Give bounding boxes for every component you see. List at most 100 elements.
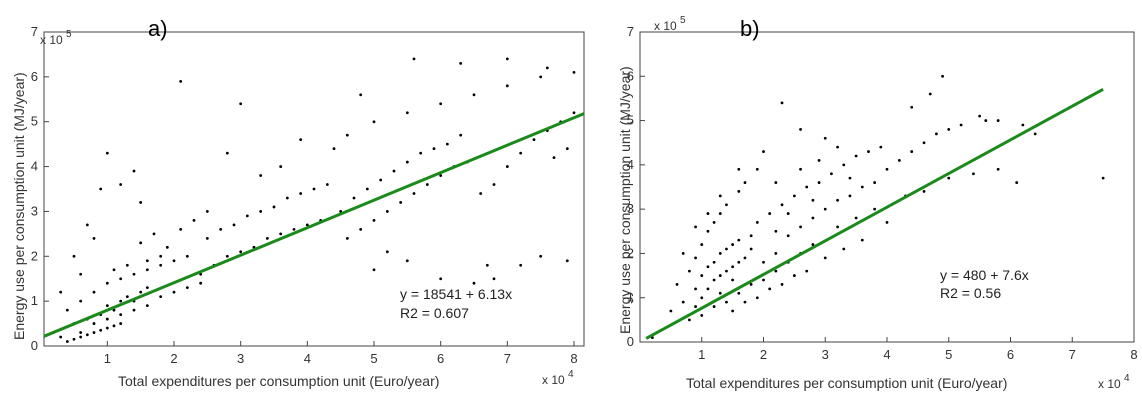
panel-b-data-point bbox=[681, 300, 685, 304]
panel-b-data-point bbox=[1021, 123, 1025, 127]
panel-b-x-tick-label: 3 bbox=[822, 347, 829, 362]
panel-a-data-point bbox=[105, 304, 109, 308]
panel-b-x-tick-label: 1 bbox=[698, 347, 705, 362]
panel-b-y-tick-label: 7 bbox=[627, 24, 634, 39]
panel-b-data-point bbox=[792, 274, 796, 277]
panel-a-data-point bbox=[159, 263, 163, 267]
panel-a-ylabel: Energy use per consumption unit (MJ/year… bbox=[11, 72, 27, 340]
panel-a-data-point bbox=[372, 219, 376, 222]
panel-a-data-point bbox=[345, 133, 349, 137]
panel-b-data-point bbox=[873, 207, 877, 211]
panel-b-data-point bbox=[996, 167, 1000, 171]
panel-a-data-point bbox=[145, 286, 149, 290]
panel-b-data-point bbox=[805, 185, 809, 189]
panel-a-data-point bbox=[185, 254, 189, 258]
panel-a-x-tick-label: 4 bbox=[304, 351, 311, 366]
panel-b-data-point bbox=[823, 136, 827, 140]
panel-a-data-point bbox=[92, 322, 96, 325]
panel-b-ylabel: Energy use per consumption unit (MJ/year… bbox=[617, 66, 633, 334]
panel-b-data-point bbox=[731, 309, 735, 313]
panel-a-y-tick-label: 1 bbox=[31, 293, 38, 308]
panel-a-data-point bbox=[119, 313, 123, 316]
panel-b-data-point bbox=[774, 252, 778, 255]
panel-b-data-point bbox=[842, 247, 846, 251]
panel-a-data-point bbox=[65, 340, 69, 343]
panel-a-data-point bbox=[85, 333, 89, 337]
panel-a-data-point bbox=[72, 254, 76, 258]
panel-a-data-point bbox=[199, 281, 203, 285]
panel-a-data-point bbox=[132, 308, 136, 312]
panel-b-y-multiplier: x 10 5 bbox=[654, 15, 686, 33]
panel-a-data-point bbox=[232, 223, 236, 227]
panel-b-data-point bbox=[811, 198, 815, 202]
panel-a-fit-line bbox=[43, 112, 585, 338]
panel-b-data-point bbox=[681, 252, 685, 255]
panel-a-data-point bbox=[359, 93, 363, 97]
panel-a-data-point bbox=[72, 337, 76, 341]
panel-b-data-point bbox=[762, 150, 765, 153]
panel-b-y-tick-label: 3 bbox=[627, 201, 634, 216]
panel-a-data-point bbox=[105, 151, 109, 155]
panel-a-data-point bbox=[279, 165, 283, 168]
panel-b-data-point bbox=[854, 216, 858, 220]
panel-a-data-point bbox=[519, 263, 523, 267]
panel-b-data-point bbox=[731, 243, 735, 246]
panel-b-data-point bbox=[694, 256, 697, 260]
panel-a-x-multiplier-exp: 4 bbox=[568, 369, 574, 380]
panel-a-data-point bbox=[285, 196, 289, 200]
panel-b-data-point bbox=[712, 305, 716, 308]
panel-a-data-point bbox=[139, 241, 143, 245]
panel-a-y-multiplier-base: x 10 bbox=[40, 33, 63, 47]
panel-b-equation: y = 480 + 7.6x bbox=[940, 267, 1029, 283]
panel-b-data-point bbox=[799, 128, 802, 131]
panel-a-y-tick-label: 6 bbox=[31, 69, 38, 84]
panel-b-data-point bbox=[725, 300, 728, 304]
panel-b-data-point bbox=[688, 269, 691, 273]
panel-a-data-point bbox=[519, 151, 523, 155]
panel-b-xlabel: Total expenditures per consumption unit … bbox=[686, 375, 1007, 391]
panel-b-plot-area bbox=[639, 31, 1135, 343]
panel-b-data-point bbox=[700, 314, 704, 317]
panel-b-data-point bbox=[762, 278, 765, 282]
panel-a-y-tick-label: 0 bbox=[31, 338, 38, 353]
panel-a-data-point bbox=[245, 214, 249, 218]
panel-a-data-point bbox=[385, 210, 389, 213]
panel-a-data-point bbox=[159, 295, 163, 299]
panel-a-data-point bbox=[139, 290, 143, 294]
panel-b-data-point bbox=[799, 167, 802, 171]
panel-a-data-point bbox=[119, 277, 123, 281]
panel-b-y-tick-label: 2 bbox=[627, 245, 634, 260]
panel-b-data-point bbox=[935, 132, 938, 136]
panel-a-data-point bbox=[152, 232, 156, 236]
panel-b-data-point bbox=[879, 145, 883, 149]
panel-b-data-point bbox=[694, 287, 697, 291]
panel-a-data-point bbox=[352, 196, 356, 200]
panel-a-data-point bbox=[445, 142, 449, 146]
panel-a-data-point bbox=[405, 111, 409, 115]
panel-a-data-point bbox=[259, 174, 263, 177]
panel-a-data-point bbox=[472, 93, 476, 97]
panel-a-data-point bbox=[439, 102, 443, 106]
panel-b-data-point bbox=[848, 194, 852, 198]
panel-a-data-point bbox=[492, 183, 496, 186]
panel-a-data-point bbox=[412, 57, 416, 61]
panel-b-data-point bbox=[897, 159, 901, 162]
panel-a-data-point bbox=[492, 277, 496, 281]
panel-b-data-point bbox=[811, 243, 815, 246]
panel-b-x-tick-label: 8 bbox=[1130, 347, 1137, 362]
panel-a-data-point bbox=[299, 192, 303, 195]
panel-b-data-point bbox=[854, 154, 858, 158]
panel-b-data-point bbox=[731, 278, 735, 282]
panel-a-data-point bbox=[112, 268, 116, 272]
panel-b-label: b) bbox=[740, 16, 760, 41]
panel-a-data-point bbox=[145, 304, 149, 308]
panel-a-data-point bbox=[145, 259, 149, 263]
panel-b-data-point bbox=[725, 247, 728, 251]
panel-b-data-point bbox=[885, 167, 889, 171]
panel-b-data-point bbox=[737, 291, 741, 295]
panel-b-data-point bbox=[996, 119, 1000, 122]
panel-a-data-point bbox=[565, 147, 569, 151]
panel-b-data-point bbox=[836, 225, 839, 229]
panel-a-data-point bbox=[165, 245, 169, 249]
panel-b-data-point bbox=[706, 287, 710, 291]
